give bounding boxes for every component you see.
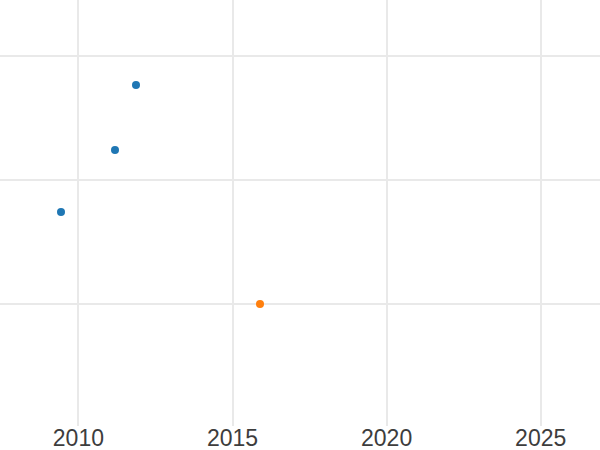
x-gridline bbox=[77, 0, 79, 426]
y-gridline bbox=[0, 55, 600, 57]
data-point-blue-series bbox=[57, 208, 65, 216]
x-gridline bbox=[540, 0, 542, 426]
data-point-orange-series bbox=[256, 300, 264, 308]
data-point-blue-series bbox=[132, 81, 140, 89]
y-gridline bbox=[0, 179, 600, 181]
y-gridline bbox=[0, 303, 600, 305]
x-gridline bbox=[386, 0, 388, 426]
x-gridline bbox=[232, 0, 234, 426]
x-tick-label-2020: 2020 bbox=[361, 427, 412, 450]
x-tick-label-2010: 2010 bbox=[53, 427, 104, 450]
data-point-blue-series bbox=[111, 146, 119, 154]
scatter-chart: 2010 2015 2020 2025 bbox=[0, 0, 600, 450]
x-tick-label-2015: 2015 bbox=[207, 427, 258, 450]
x-tick-label-2025: 2025 bbox=[515, 427, 566, 450]
